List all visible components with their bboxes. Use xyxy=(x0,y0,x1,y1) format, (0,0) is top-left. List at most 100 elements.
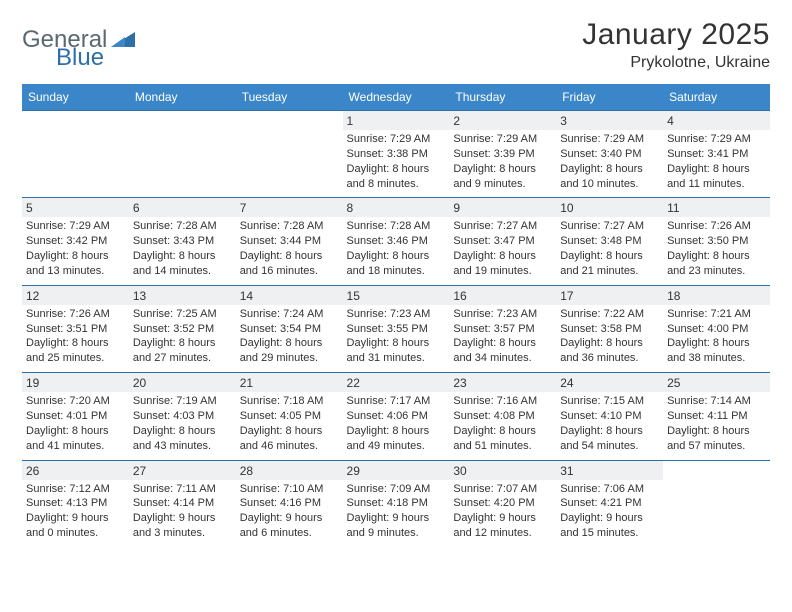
daylight-text: Daylight: 8 hours xyxy=(560,249,659,264)
sunrise-text: Sunrise: 7:28 AM xyxy=(240,219,339,234)
day-number-cell: 22 xyxy=(343,373,450,393)
calendar-page: General January 2025 Prykolotne, Ukraine… xyxy=(0,0,792,557)
sunrise-text: Sunrise: 7:09 AM xyxy=(347,482,446,497)
daylight-text: and 19 minutes. xyxy=(453,264,552,279)
sunset-text: Sunset: 3:42 PM xyxy=(26,234,125,249)
daylight-text: and 12 minutes. xyxy=(453,526,552,541)
sunrise-text: Sunrise: 7:29 AM xyxy=(453,132,552,147)
sunrise-text: Sunrise: 7:29 AM xyxy=(560,132,659,147)
day-number-cell: 21 xyxy=(236,373,343,393)
day-info-cell: Sunrise: 7:29 AMSunset: 3:39 PMDaylight:… xyxy=(449,130,556,198)
daylight-text: Daylight: 8 hours xyxy=(26,336,125,351)
daylight-text: and 8 minutes. xyxy=(347,177,446,192)
day-info-cell xyxy=(236,130,343,198)
daynum-row: 1234 xyxy=(22,111,770,131)
day-info-cell: Sunrise: 7:29 AMSunset: 3:38 PMDaylight:… xyxy=(343,130,450,198)
daylight-text: and 31 minutes. xyxy=(347,351,446,366)
sunrise-text: Sunrise: 7:29 AM xyxy=(667,132,766,147)
sunset-text: Sunset: 3:46 PM xyxy=(347,234,446,249)
day-header: Saturday xyxy=(663,84,770,111)
day-number-cell: 15 xyxy=(343,285,450,305)
day-header: Sunday xyxy=(22,84,129,111)
day-number-cell: 20 xyxy=(129,373,236,393)
day-info-cell xyxy=(663,480,770,547)
day-number-cell xyxy=(663,460,770,480)
logo-text-blue: Blue xyxy=(56,44,104,71)
daylight-text: Daylight: 8 hours xyxy=(453,424,552,439)
daylight-text: Daylight: 8 hours xyxy=(560,162,659,177)
daylight-text: and 49 minutes. xyxy=(347,439,446,454)
daynum-row: 19202122232425 xyxy=(22,373,770,393)
day-number-cell: 23 xyxy=(449,373,556,393)
info-row: Sunrise: 7:26 AMSunset: 3:51 PMDaylight:… xyxy=(22,305,770,373)
day-number-cell: 24 xyxy=(556,373,663,393)
sunset-text: Sunset: 3:38 PM xyxy=(347,147,446,162)
day-info-cell: Sunrise: 7:28 AMSunset: 3:46 PMDaylight:… xyxy=(343,217,450,285)
daylight-text: and 41 minutes. xyxy=(26,439,125,454)
sunrise-text: Sunrise: 7:16 AM xyxy=(453,394,552,409)
sunset-text: Sunset: 4:03 PM xyxy=(133,409,232,424)
day-info-cell: Sunrise: 7:21 AMSunset: 4:00 PMDaylight:… xyxy=(663,305,770,373)
daylight-text: Daylight: 8 hours xyxy=(240,336,339,351)
day-info-cell: Sunrise: 7:19 AMSunset: 4:03 PMDaylight:… xyxy=(129,392,236,460)
sunset-text: Sunset: 3:52 PM xyxy=(133,322,232,337)
daylight-text: Daylight: 8 hours xyxy=(347,336,446,351)
day-info-cell: Sunrise: 7:29 AMSunset: 3:40 PMDaylight:… xyxy=(556,130,663,198)
day-info-cell: Sunrise: 7:23 AMSunset: 3:55 PMDaylight:… xyxy=(343,305,450,373)
info-row: Sunrise: 7:29 AMSunset: 3:38 PMDaylight:… xyxy=(22,130,770,198)
sunrise-text: Sunrise: 7:18 AM xyxy=(240,394,339,409)
day-number-cell: 14 xyxy=(236,285,343,305)
daylight-text: Daylight: 8 hours xyxy=(347,249,446,264)
calendar-body: 1234Sunrise: 7:29 AMSunset: 3:38 PMDayli… xyxy=(22,111,770,547)
month-title: January 2025 xyxy=(582,18,770,52)
daylight-text: and 38 minutes. xyxy=(667,351,766,366)
day-info-cell: Sunrise: 7:29 AMSunset: 3:42 PMDaylight:… xyxy=(22,217,129,285)
daylight-text: and 0 minutes. xyxy=(26,526,125,541)
sunset-text: Sunset: 3:43 PM xyxy=(133,234,232,249)
sunrise-text: Sunrise: 7:23 AM xyxy=(453,307,552,322)
sunset-text: Sunset: 4:14 PM xyxy=(133,496,232,511)
daylight-text: and 57 minutes. xyxy=(667,439,766,454)
day-info-cell: Sunrise: 7:15 AMSunset: 4:10 PMDaylight:… xyxy=(556,392,663,460)
daylight-text: Daylight: 8 hours xyxy=(133,424,232,439)
day-number-cell: 31 xyxy=(556,460,663,480)
daylight-text: and 34 minutes. xyxy=(453,351,552,366)
sunset-text: Sunset: 3:57 PM xyxy=(453,322,552,337)
sunset-text: Sunset: 3:55 PM xyxy=(347,322,446,337)
sunrise-text: Sunrise: 7:19 AM xyxy=(133,394,232,409)
day-info-cell: Sunrise: 7:16 AMSunset: 4:08 PMDaylight:… xyxy=(449,392,556,460)
daylight-text: and 46 minutes. xyxy=(240,439,339,454)
day-number-cell xyxy=(236,111,343,131)
day-info-cell: Sunrise: 7:24 AMSunset: 3:54 PMDaylight:… xyxy=(236,305,343,373)
daylight-text: Daylight: 8 hours xyxy=(240,424,339,439)
day-header: Friday xyxy=(556,84,663,111)
sunset-text: Sunset: 3:50 PM xyxy=(667,234,766,249)
daylight-text: and 21 minutes. xyxy=(560,264,659,279)
sunrise-text: Sunrise: 7:06 AM xyxy=(560,482,659,497)
daylight-text: and 13 minutes. xyxy=(26,264,125,279)
daylight-text: Daylight: 9 hours xyxy=(347,511,446,526)
info-row: Sunrise: 7:20 AMSunset: 4:01 PMDaylight:… xyxy=(22,392,770,460)
daylight-text: Daylight: 8 hours xyxy=(26,249,125,264)
calendar-table: SundayMondayTuesdayWednesdayThursdayFrid… xyxy=(22,84,770,547)
day-info-cell: Sunrise: 7:11 AMSunset: 4:14 PMDaylight:… xyxy=(129,480,236,547)
sunrise-text: Sunrise: 7:29 AM xyxy=(347,132,446,147)
sunset-text: Sunset: 4:11 PM xyxy=(667,409,766,424)
daylight-text: and 27 minutes. xyxy=(133,351,232,366)
day-number-cell: 4 xyxy=(663,111,770,131)
sunset-text: Sunset: 4:08 PM xyxy=(453,409,552,424)
day-header: Thursday xyxy=(449,84,556,111)
sunrise-text: Sunrise: 7:17 AM xyxy=(347,394,446,409)
daylight-text: Daylight: 8 hours xyxy=(26,424,125,439)
daylight-text: and 29 minutes. xyxy=(240,351,339,366)
day-number-cell: 7 xyxy=(236,198,343,218)
day-info-cell: Sunrise: 7:27 AMSunset: 3:48 PMDaylight:… xyxy=(556,217,663,285)
sunset-text: Sunset: 4:21 PM xyxy=(560,496,659,511)
daylight-text: Daylight: 8 hours xyxy=(133,249,232,264)
daylight-text: and 43 minutes. xyxy=(133,439,232,454)
sunrise-text: Sunrise: 7:11 AM xyxy=(133,482,232,497)
daylight-text: and 9 minutes. xyxy=(453,177,552,192)
daynum-row: 567891011 xyxy=(22,198,770,218)
sunset-text: Sunset: 3:58 PM xyxy=(560,322,659,337)
daylight-text: Daylight: 8 hours xyxy=(560,424,659,439)
